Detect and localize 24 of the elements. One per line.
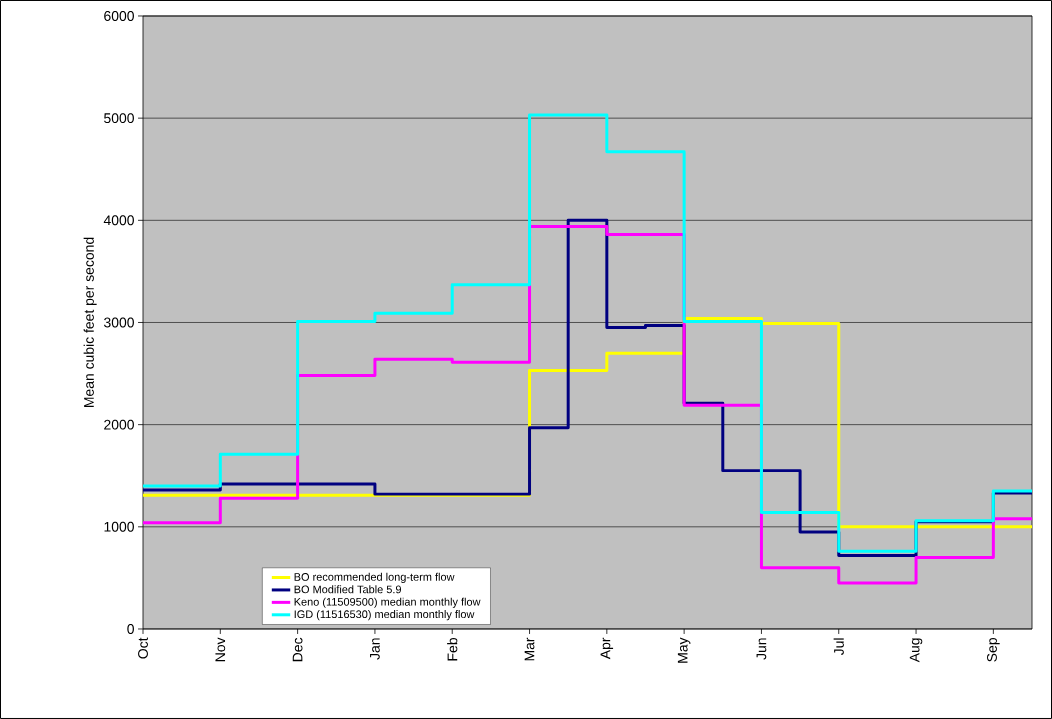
y-tick-label: 2000 — [104, 419, 134, 430]
x-tick-label: Oct — [138, 637, 148, 659]
y-tick-label: 3000 — [104, 317, 134, 328]
legend-label: BO Modified Table 5.9 — [294, 585, 401, 594]
x-tick-label: Dec — [292, 637, 303, 662]
x-tick-label: Jul — [833, 638, 844, 656]
legend-label: Keno (11509500) median monthly flow — [294, 597, 481, 608]
x-tick-label: Nov — [215, 637, 226, 662]
x-tick-label: Jan — [370, 638, 380, 660]
y-tick-label: 6000 — [104, 11, 134, 21]
x-tick-label: May — [677, 637, 691, 663]
y-tick-label: 4000 — [103, 215, 134, 226]
legend-label: IGD (11516530) median monthly flow — [294, 610, 475, 621]
x-tick-label: Apr — [600, 637, 614, 660]
y-axis-title: Mean cubic feet per second — [83, 237, 97, 408]
x-tick-label: Jun — [756, 638, 767, 660]
y-tick-label: 5000 — [104, 113, 134, 124]
legend-label: BO recommended long-term flow — [294, 572, 455, 584]
x-tick-label: Feb — [447, 638, 458, 661]
y-tick-label: 1000 — [104, 521, 134, 532]
x-tick-label: Aug — [909, 638, 923, 663]
x-tick-label: Mar — [524, 637, 535, 661]
x-tick-label: Sep — [987, 638, 1000, 662]
y-tick-label: 0 — [127, 624, 134, 634]
